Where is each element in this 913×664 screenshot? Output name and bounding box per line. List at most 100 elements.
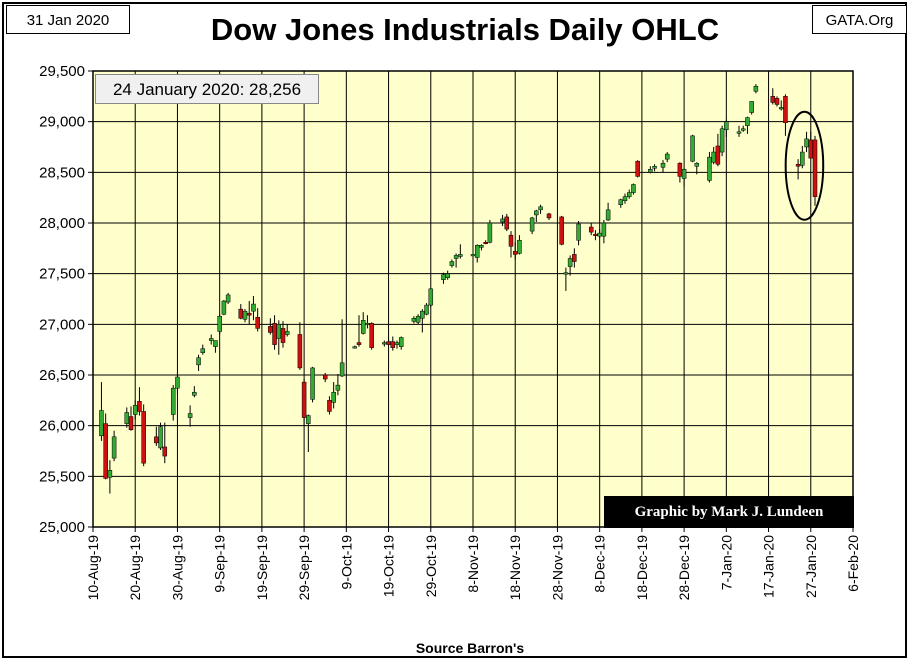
bar-body (382, 342, 387, 345)
bar-body (352, 346, 358, 349)
x-tick-label: 10-Aug-19 (85, 535, 101, 601)
bar-body (208, 338, 214, 341)
y-tick-label: 25,000 (39, 519, 85, 536)
site-label: GATA.Org (812, 5, 907, 34)
ohlc-bar (588, 223, 594, 236)
ohlc-bar (200, 344, 206, 355)
ohlc-bar (453, 253, 459, 268)
y-tick-label: 28,500 (39, 164, 85, 181)
ohlc-bar (504, 213, 510, 232)
ohlc-bar (572, 248, 577, 268)
x-tick-label: 28-Nov-19 (549, 535, 565, 601)
bar-body (187, 413, 193, 418)
bar-body (458, 254, 463, 257)
ohlc-bar (356, 315, 362, 347)
x-tick-label: 18-Nov-19 (507, 535, 523, 601)
bar-body (424, 304, 429, 315)
chart-frame (2, 2, 907, 658)
bar-body (280, 328, 286, 343)
x-tick-label: 27-Jan-20 (803, 535, 819, 598)
bar-body (428, 288, 434, 306)
bar-body (601, 222, 607, 237)
ohlc-bar (660, 160, 666, 173)
bar-body (690, 135, 695, 162)
ohlc-bar (534, 209, 539, 222)
x-tick-label: 28-Dec-19 (676, 535, 692, 601)
bar-body (331, 391, 336, 403)
bar-body (597, 232, 602, 237)
y-tick-label: 25,500 (39, 468, 85, 485)
bar-body (162, 446, 168, 457)
bar-body (124, 412, 130, 424)
bar-body (221, 300, 227, 315)
plot-border (92, 70, 854, 528)
ohlc-bar (445, 270, 450, 280)
ohlc-bar (508, 231, 514, 258)
bar-body (154, 436, 159, 444)
ohlc-bar (225, 292, 231, 305)
x-tick-label: 29-Sep-19 (296, 535, 312, 601)
bar-body (327, 400, 332, 412)
x-tick-label: 30-Aug-19 (169, 535, 185, 601)
bar-body (504, 216, 510, 230)
bar-body (631, 184, 636, 193)
bar-body (272, 323, 277, 345)
ohlc-bar (664, 152, 670, 163)
ohlc-bar (360, 312, 366, 335)
bar-body (774, 98, 780, 105)
ohlc-bar (327, 396, 332, 415)
ohlc-bar (301, 379, 307, 425)
bar-body (517, 239, 522, 254)
bar-body (339, 362, 345, 377)
ohlc-bar (449, 259, 455, 268)
bar-body (111, 436, 117, 459)
ohlc-bar (605, 202, 611, 221)
bar-body (301, 381, 307, 418)
ohlc-bar (213, 340, 218, 353)
bar-body (170, 387, 176, 415)
ohlc-bar (111, 430, 117, 462)
bar-body (99, 410, 104, 437)
x-tick-label: 9-Sep-19 (212, 535, 228, 593)
bar-body (474, 245, 480, 258)
ohlc-bar (529, 216, 535, 235)
bar-body (158, 426, 163, 449)
ohlc-bar (601, 219, 607, 244)
ohlc-bar (428, 287, 434, 308)
ohlc-bar (187, 405, 193, 427)
bar-body (804, 138, 809, 148)
ohlc-bar (652, 164, 657, 172)
source-label: Source Barron's (415, 640, 525, 656)
bar-body (538, 206, 543, 211)
ohlc-bar (690, 134, 695, 163)
ohlc-bar (420, 309, 425, 333)
bar-body (567, 258, 573, 267)
bar-body (225, 294, 231, 303)
ohlc-bar (339, 319, 345, 378)
bar-body (808, 139, 814, 159)
bar-body (677, 162, 683, 177)
x-tick-label: 17-Jan-20 (761, 535, 777, 598)
bar-body (251, 303, 256, 312)
ohlc-bar (812, 135, 818, 206)
ohlc-bar (740, 125, 746, 132)
bar-body (200, 348, 206, 353)
ohlc-bar (559, 215, 564, 246)
ohlc-bar (103, 413, 108, 480)
ohlc-bar (369, 322, 374, 350)
ohlc-bar (221, 300, 227, 316)
ohlc-bar (99, 382, 104, 441)
bar-body (175, 376, 180, 389)
ohlc-bar (753, 84, 759, 94)
bar-body (196, 357, 201, 366)
bar-body (360, 320, 366, 334)
ohlc-bar (458, 244, 463, 259)
ohlc-bar (128, 406, 134, 431)
ohlc-bar (622, 193, 628, 204)
ohlc-bar (335, 373, 341, 396)
bar-body (618, 199, 624, 206)
bar-body (681, 169, 687, 179)
bar-body (141, 411, 146, 464)
bar-body (626, 192, 632, 197)
ohlc-bar (141, 404, 146, 467)
